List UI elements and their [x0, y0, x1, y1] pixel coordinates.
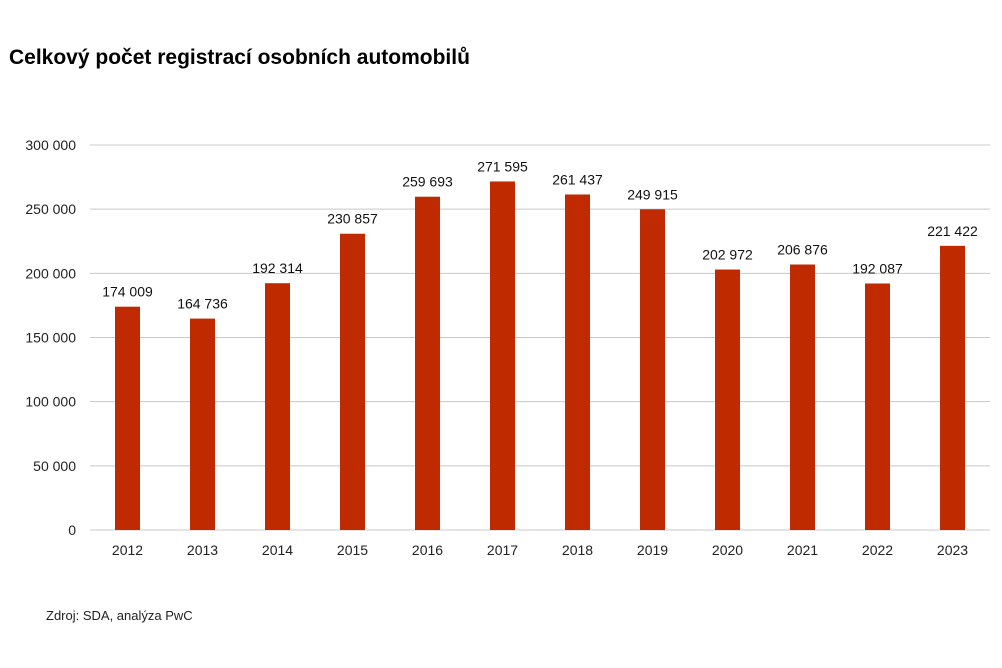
bar [715, 269, 740, 530]
bar [790, 264, 815, 530]
x-tick-label: 2019 [637, 542, 668, 558]
bar [865, 283, 890, 530]
x-tick-label: 2021 [787, 542, 818, 558]
y-tick-label: 300 000 [25, 137, 76, 153]
data-label: 259 693 [402, 174, 453, 190]
x-tick-label: 2023 [937, 542, 968, 558]
bar [115, 306, 140, 530]
data-label: 192 087 [852, 260, 903, 276]
data-label: 202 972 [702, 247, 753, 263]
data-label: 249 915 [627, 186, 678, 202]
x-tick-label: 2017 [487, 542, 518, 558]
y-tick-label: 0 [68, 522, 76, 538]
x-tick-label: 2020 [712, 542, 743, 558]
bar [340, 233, 365, 530]
bar [565, 194, 590, 530]
data-label: 221 422 [927, 223, 978, 239]
bars [115, 181, 965, 531]
source-note: Zdroj: SDA, analýza PwC [46, 608, 193, 623]
data-label: 192 314 [252, 260, 303, 276]
data-labels: 174 009 164 736 192 314 230 857 259 693 271 5… [102, 158, 978, 311]
bar [190, 318, 215, 530]
data-label: 230 857 [327, 211, 378, 227]
data-label: 271 595 [477, 158, 528, 174]
bar [415, 196, 440, 531]
x-tick-label: 2012 [112, 542, 143, 558]
x-tick-label: 2022 [862, 542, 893, 558]
x-tick-label: 2013 [187, 542, 218, 558]
bar [640, 209, 665, 530]
x-tick-label: 2015 [337, 542, 368, 558]
x-tick-label: 2016 [412, 542, 443, 558]
bar [490, 181, 515, 531]
x-tick-label: 2014 [262, 542, 293, 558]
x-tick-label: 2018 [562, 542, 593, 558]
gridlines [90, 144, 990, 531]
bar [265, 283, 290, 530]
data-label: 261 437 [552, 171, 603, 187]
y-axis: 0 50 000 100 000 150 000 200 000 250 000 300 0… [25, 137, 76, 538]
x-axis: 2012 2013 2014 2015 2016 2017 2018 2019 2020 2021… [112, 542, 968, 558]
y-tick-label: 150 000 [25, 330, 76, 346]
data-label: 174 009 [102, 284, 153, 300]
y-tick-label: 200 000 [25, 265, 76, 281]
data-label: 206 876 [777, 242, 828, 258]
y-tick-label: 100 000 [25, 394, 76, 410]
chart-title: Celkový počet registrací osobních automo… [9, 46, 470, 69]
data-label: 164 736 [177, 296, 228, 312]
bar [940, 245, 965, 530]
y-tick-label: 50 000 [33, 458, 76, 474]
y-tick-label: 250 000 [25, 201, 76, 217]
